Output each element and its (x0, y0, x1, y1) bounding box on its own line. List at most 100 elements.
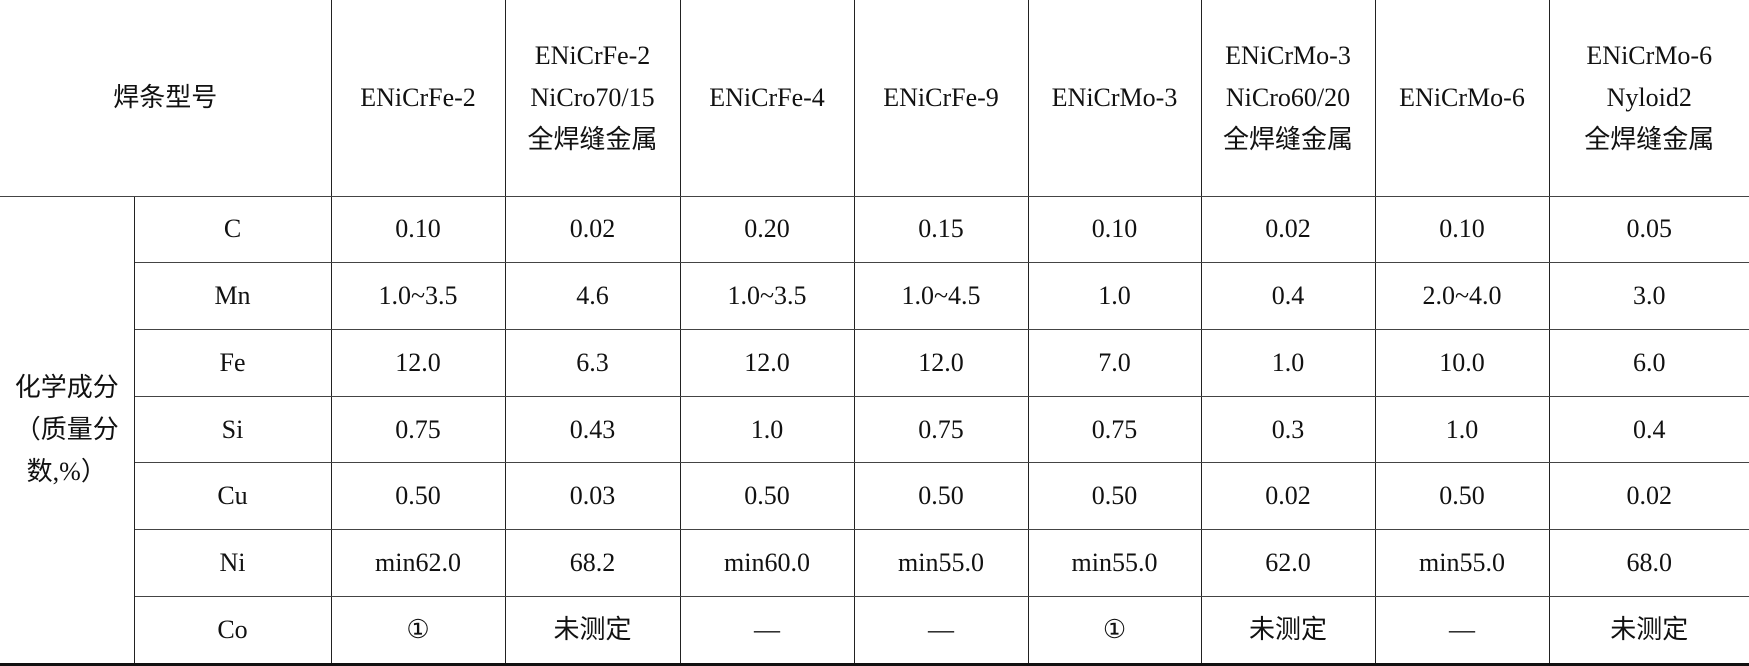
value-cell: 0.75 (1027, 396, 1202, 464)
data-row: 化学成分 （质量分 数,%） C 0.10 0.02 0.20 0.15 0.10 0.02 0.1… (0, 196, 1749, 666)
value-cell: 0.10 (1027, 196, 1202, 264)
value-cell: 1.0~4.5 (853, 262, 1029, 330)
value-cell: 6.0 (1548, 329, 1749, 397)
header-line: NiCro60/20 (1225, 82, 1351, 112)
value-cell: 68.2 (504, 529, 681, 597)
value-cell: 68.0 (1548, 529, 1749, 597)
element-cell: Fe (133, 329, 332, 397)
value-cell: min55.0 (853, 529, 1029, 597)
value-cell: 0.20 (679, 196, 855, 264)
value-cell: min62.0 (330, 529, 506, 597)
header-line: Nyloid2 (1606, 82, 1692, 112)
column-header: ENiCrFe-2 (330, 0, 506, 197)
header-line: 全焊缝金属 (527, 124, 658, 154)
element-cell: Co (133, 596, 332, 666)
value-cell: 0.50 (1374, 462, 1550, 531)
value-cell: 7.0 (1027, 329, 1202, 397)
value-cell: 0.02 (1548, 462, 1749, 531)
value-cell: 0.4 (1548, 396, 1749, 464)
value-cell: 12.0 (853, 329, 1029, 397)
value-cell: 0.03 (504, 462, 681, 531)
value-cell: 0.02 (1200, 196, 1376, 264)
value-cell: 62.0 (1200, 529, 1376, 597)
value-cell: 4.6 (504, 262, 681, 330)
data-row: Co ① 未测定 — — ① 未测定 — 未测定 (0, 596, 1749, 666)
group-label-line: （质量分 (14, 414, 119, 444)
group-label-line: 化学成分 (14, 372, 119, 402)
header-line: ENiCrFe-4 (709, 82, 825, 112)
value-cell: 2.0~4.0 (1374, 262, 1550, 330)
group-label-line: 数,%） (26, 456, 107, 486)
value-cell: 12.0 (330, 329, 506, 397)
value-cell: 0.3 (1200, 396, 1376, 464)
value-cell: 0.02 (504, 196, 681, 264)
value-cell: 3.0 (1548, 262, 1749, 330)
data-row: Si 0.75 0.43 1.0 0.75 0.75 0.3 1.0 0.4 (0, 396, 1749, 464)
data-row: Cu 0.50 0.03 0.50 0.50 0.50 0.02 0.50 0.02 (0, 462, 1749, 531)
column-header: ENiCrFe-9 (853, 0, 1029, 197)
value-cell: 1.0 (1374, 396, 1550, 464)
value-cell: 12.0 (679, 329, 855, 397)
header-line: ENiCrMo-6 (1399, 82, 1525, 112)
data-row: Mn 1.0~3.5 4.6 1.0~3.5 1.0~4.5 1.0 0.4 2.0~4.0 3… (0, 262, 1749, 330)
header-title: 焊条型号 (0, 0, 332, 197)
column-header: ENiCrMo-3 NiCro60/20 全焊缝金属 (1200, 0, 1376, 197)
header-line: ENiCrFe-2 (360, 82, 476, 112)
value-cell: 1.0~3.5 (330, 262, 506, 330)
value-cell: 0.10 (330, 196, 506, 264)
value-cell: 未测定 (1548, 596, 1749, 666)
header-line: ENiCrFe-2 (534, 40, 651, 70)
header-line: ENiCrMo-6 (1586, 40, 1713, 70)
value-cell: 10.0 (1374, 329, 1550, 397)
value-cell: — (853, 596, 1029, 666)
value-cell: 0.50 (679, 462, 855, 531)
value-cell: 0.05 (1548, 196, 1749, 264)
header-line: ENiCrMo-3 (1051, 82, 1178, 112)
value-cell: ① (1027, 596, 1202, 666)
value-cell: ① (330, 596, 506, 666)
column-header: ENiCrFe-4 (679, 0, 855, 197)
value-cell: 1.0 (1027, 262, 1202, 330)
value-cell: 0.75 (853, 396, 1029, 464)
value-cell: 0.50 (853, 462, 1029, 531)
value-cell: 0.43 (504, 396, 681, 464)
value-cell: 0.15 (853, 196, 1029, 264)
value-cell: 0.4 (1200, 262, 1376, 330)
value-cell: 0.02 (1200, 462, 1376, 531)
value-cell: 1.0 (679, 396, 855, 464)
column-header: ENiCrFe-2 NiCro70/15 全焊缝金属 (504, 0, 681, 197)
value-cell: — (679, 596, 855, 666)
element-cell: Mn (133, 262, 332, 330)
data-row: Ni min62.0 68.2 min60.0 min55.0 min55.0 62.0 mi… (0, 529, 1749, 597)
column-header: ENiCrMo-6 (1374, 0, 1550, 197)
value-cell: min60.0 (679, 529, 855, 597)
value-cell: 未测定 (504, 596, 681, 666)
header-row: 焊条型号 ENiCrFe-2 ENiCrFe-2 NiCro70/15 全焊缝金属 ENi… (0, 0, 1749, 197)
header-line: ENiCrFe-9 (883, 82, 999, 112)
value-cell: 未测定 (1200, 596, 1376, 666)
value-cell: 1.0~3.5 (679, 262, 855, 330)
column-header: ENiCrMo-3 (1027, 0, 1202, 197)
value-cell: 0.75 (330, 396, 506, 464)
header-line: 全焊缝金属 (1223, 124, 1354, 154)
value-cell: — (1374, 596, 1550, 666)
value-cell: min55.0 (1374, 529, 1550, 597)
value-cell: 6.3 (504, 329, 681, 397)
value-cell: 0.50 (1027, 462, 1202, 531)
value-cell: min55.0 (1027, 529, 1202, 597)
group-label: 化学成分 （质量分数,%） (0, 196, 135, 666)
header-line: 全焊缝金属 (1584, 124, 1715, 154)
value-cell: 0.10 (1374, 196, 1550, 264)
element-cell: Ni (133, 529, 332, 597)
column-header: ENiCrMo-6 Nyloid2 全焊缝金属 (1548, 0, 1749, 197)
element-cell: Cu (133, 462, 332, 531)
element-cell: Si (133, 396, 332, 464)
element-cell: C (133, 196, 332, 264)
header-line: ENiCrMo-3 (1225, 40, 1351, 70)
header-line: NiCro70/15 (530, 82, 655, 112)
value-cell: 0.50 (330, 462, 506, 531)
data-row: Fe 12.0 6.3 12.0 12.0 7.0 1.0 10.0 6.0 (0, 329, 1749, 397)
value-cell: 1.0 (1200, 329, 1376, 397)
